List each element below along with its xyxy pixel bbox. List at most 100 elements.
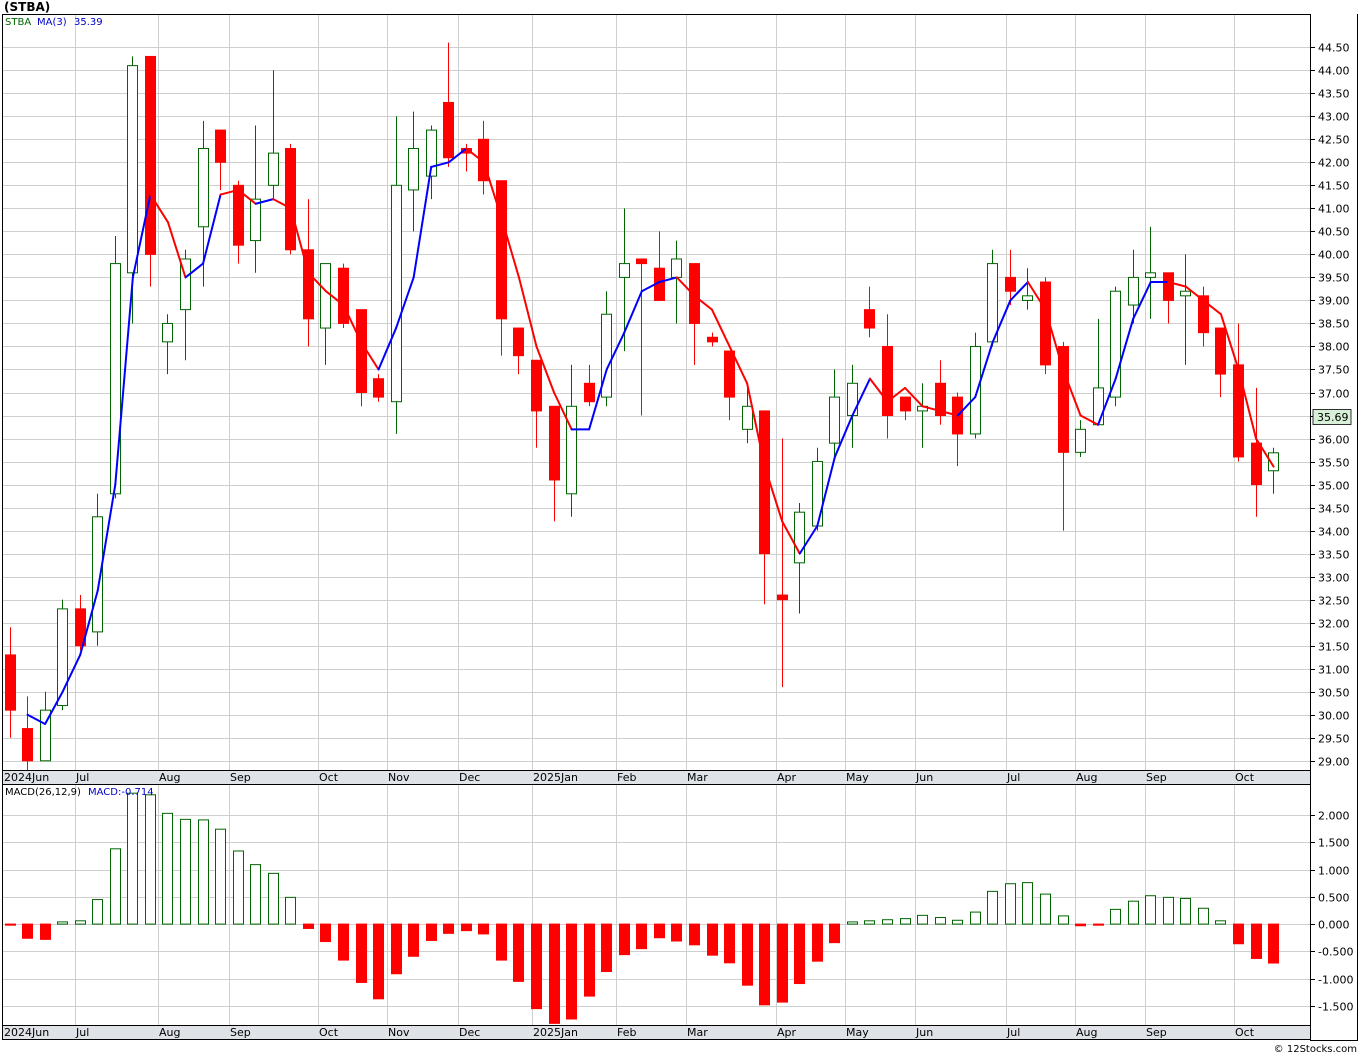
macd-bar-negative	[461, 923, 472, 932]
ma-segment	[851, 377, 871, 417]
price-x-tick-label: May	[846, 771, 869, 784]
macd-x-tick-label: Sep	[1146, 1026, 1167, 1039]
macd-date-axis-band	[2, 1025, 1311, 1040]
ma-segment	[44, 690, 64, 725]
macd-bar-positive	[1198, 907, 1209, 925]
price-y-tick-label: 29.50	[1318, 733, 1350, 746]
candle-body-down	[900, 396, 911, 412]
candle-body-down	[1058, 345, 1069, 453]
ma-segment	[377, 327, 398, 371]
macd-bar-negative	[671, 923, 682, 942]
price-y-tick-labels: 29.00 29.50 30.00 30.50 31.00 31.50 32.00 32.50…	[1310, 42, 1350, 769]
price-y-tick-label: 32.00	[1318, 618, 1350, 631]
macd-bar-negative	[794, 923, 805, 985]
candle-body-down	[584, 382, 595, 403]
candle-body-up	[391, 184, 402, 403]
macd-y-tick-label: 1.500	[1318, 837, 1350, 850]
candle-body-down	[1233, 364, 1244, 458]
macd-y-tick-label: 2.000	[1318, 810, 1350, 823]
candle-body-up	[619, 263, 630, 278]
ma-segment	[307, 271, 327, 293]
macd-x-tick-label: Sep	[230, 1026, 251, 1039]
candle-body-down	[496, 180, 507, 320]
y-axis-area	[1311, 14, 1358, 1040]
macd-params-label: MACD(26,12,9)	[5, 787, 81, 798]
price-y-tick-label: 43.50	[1318, 88, 1350, 101]
macd-x-tick-label: Feb	[617, 1026, 636, 1039]
price-x-tick-label: Sep	[1146, 771, 1167, 784]
macd-bar-positive	[127, 792, 138, 925]
candle-body-up	[180, 258, 191, 311]
macd-bar-negative	[759, 923, 770, 1006]
ma-segment	[1202, 299, 1222, 316]
macd-bar-negative	[443, 923, 454, 934]
macd-bar-positive	[1040, 893, 1051, 925]
price-x-tick-label: Oct	[1235, 771, 1255, 784]
candle-body-up	[1075, 428, 1086, 453]
ma-segment	[640, 281, 661, 293]
ma-segment	[166, 221, 187, 279]
candle-body-up	[127, 65, 138, 274]
ma-segment	[956, 396, 977, 417]
macd-bar-negative	[531, 923, 542, 1010]
ma-segment	[798, 525, 819, 555]
candle-body-up	[812, 461, 823, 527]
ma-segment	[342, 304, 362, 343]
macd-y-tick-label: 0.000	[1318, 919, 1350, 932]
ma-segment	[1237, 368, 1258, 440]
price-y-tick-label: 33.00	[1318, 572, 1350, 585]
candle-body-down	[513, 327, 524, 357]
candle-body-up	[57, 608, 68, 707]
macd-bar-negative	[1268, 923, 1279, 964]
ma-segment	[61, 653, 82, 693]
ma-segment	[553, 391, 573, 431]
ma-segment	[149, 193, 169, 224]
copyright-text: © 12Stocks.com	[1274, 1044, 1357, 1055]
price-y-tick-label: 38.00	[1318, 341, 1350, 354]
ma-segment	[991, 299, 1012, 343]
price-x-tick-label: Oct	[319, 771, 339, 784]
ma-segment	[1044, 308, 1064, 371]
macd-bar-positive	[882, 919, 893, 925]
macd-bar-negative	[1233, 923, 1244, 945]
macd-x-tick-label: Apr	[777, 1026, 797, 1039]
ma-segment	[26, 713, 47, 725]
price-x-tick-label: Mar	[687, 771, 708, 784]
macd-bar-positive	[285, 896, 296, 925]
last-price-value: 35.69	[1317, 411, 1349, 424]
macd-x-tick-label: Oct	[1235, 1026, 1255, 1039]
candle-body-up	[1110, 290, 1121, 398]
price-x-tick-label: Nov	[388, 771, 410, 784]
candle-body-down	[338, 267, 349, 324]
macd-x-tick-label: Nov	[388, 1026, 410, 1039]
candle-body-up	[671, 258, 682, 278]
macd-y-tick-label: -0.500	[1318, 946, 1353, 959]
price-y-tick-label: 31.50	[1318, 641, 1350, 654]
ma-segment	[1062, 368, 1082, 417]
macd-bar-positive	[110, 848, 121, 925]
macd-bar-positive	[900, 918, 911, 925]
macd-x-tick-label: Jul	[75, 1026, 89, 1039]
macd-bar-negative	[496, 923, 507, 961]
ma-segment	[904, 386, 924, 408]
macd-bar-negative	[724, 923, 735, 964]
ma-segment	[500, 216, 520, 279]
candle-body-up	[794, 511, 805, 564]
price-y-tick-label: 43.00	[1318, 111, 1350, 124]
candle-body-up	[408, 148, 419, 191]
macd-bar-positive	[215, 828, 226, 925]
candle-body-down	[285, 148, 296, 251]
candle-body-down	[233, 184, 244, 246]
price-x-tick-label: Aug	[1076, 771, 1097, 784]
ma-segment	[623, 290, 643, 334]
macd-bar-negative	[742, 923, 753, 986]
price-x-tick-label: Aug	[159, 771, 180, 784]
macd-bar-negative	[338, 923, 349, 961]
candle-body-down	[356, 309, 367, 394]
macd-bar-negative	[426, 923, 437, 941]
candle-body-down	[22, 728, 33, 762]
candle-body-up	[1268, 452, 1279, 472]
price-y-tick-label: 34.00	[1318, 526, 1350, 539]
macd-bar-negative	[478, 923, 489, 935]
macd-bar-positive	[1005, 883, 1016, 925]
